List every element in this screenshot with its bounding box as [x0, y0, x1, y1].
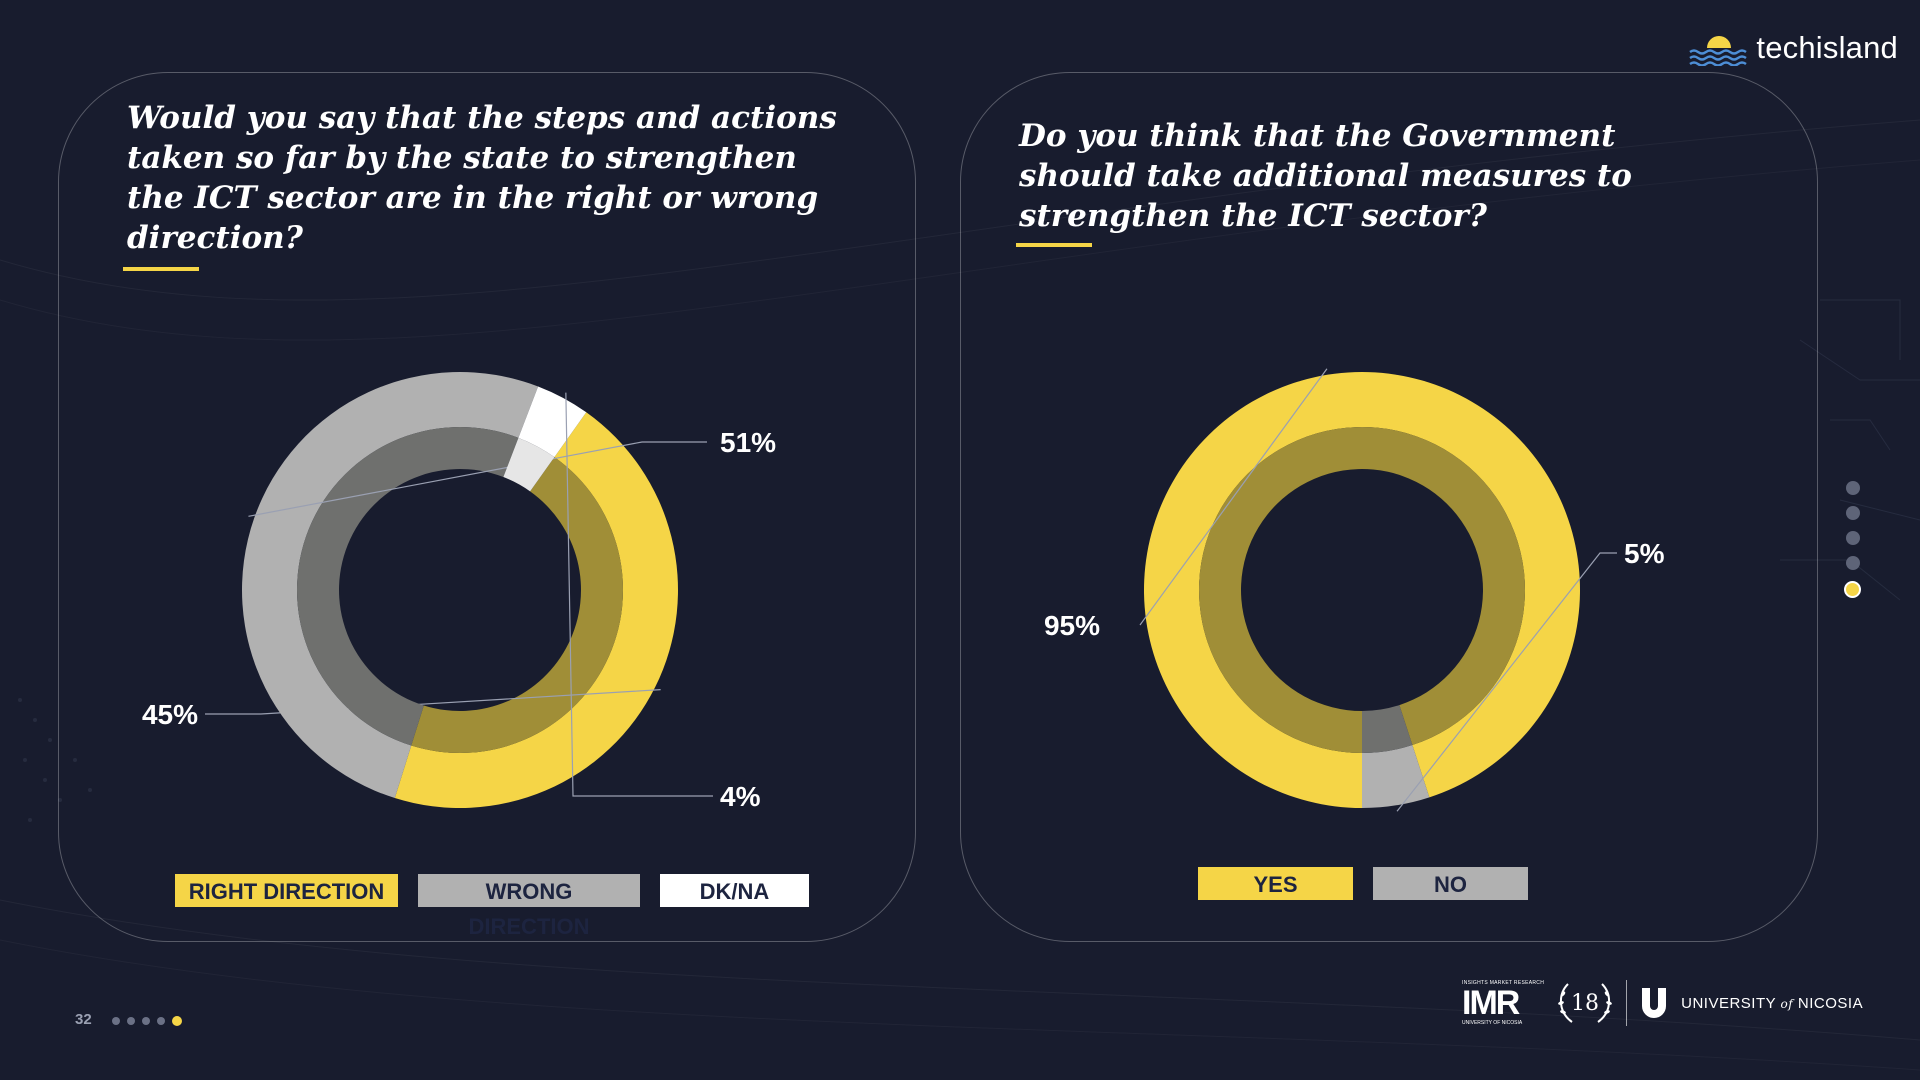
direction-inner-slice [411, 457, 623, 753]
measures-legend: YES NO [1198, 867, 1528, 900]
measures-data-label: 5% [1624, 538, 1665, 569]
direction-leader-line [565, 392, 713, 797]
right-question-panel [960, 72, 1818, 942]
side-pagination [1844, 481, 1861, 598]
sunrise-waves-icon [1689, 36, 1748, 66]
measures-data-label: 95% [1044, 610, 1100, 641]
footer-divider [1626, 980, 1628, 1026]
side-page-dot[interactable] [1845, 481, 1860, 495]
side-page-dot-active[interactable] [1844, 581, 1861, 598]
footer-logos: INSIGHTS MARKET RESEARCH IMR UNIVERSITY … [1462, 978, 1863, 1028]
side-page-dot[interactable] [1845, 556, 1860, 570]
direction-slice-dk-na [518, 386, 587, 458]
direction-data-label: 4% [720, 781, 761, 812]
brand-logo: techisland [1688, 30, 1898, 66]
direction-legend-item: RIGHT DIRECTION [175, 874, 398, 907]
measures-inner-slice [1362, 705, 1413, 753]
direction-legend: RIGHT DIRECTION WRONG DIRECTION DK/NA [175, 874, 809, 939]
measures-legend-item: NO [1373, 867, 1528, 900]
imr-wordmark: IMR [1462, 984, 1520, 1022]
anniversary-number: 18 [1571, 991, 1599, 1016]
measures-leader-line [1396, 552, 1617, 812]
university-name: UNIVERSITY of NICOSIA [1681, 995, 1863, 1012]
direction-data-label: 51% [720, 427, 776, 458]
university-u-icon [1642, 988, 1667, 1018]
page-dot-active[interactable] [172, 1016, 182, 1026]
imr-subline: UNIVERSITY OF NICOSIA [1462, 1020, 1523, 1026]
imr-logo: INSIGHTS MARKET RESEARCH IMR UNIVERSITY … [1462, 980, 1544, 1026]
measures-inner-slice [1199, 427, 1525, 753]
side-page-dot[interactable] [1845, 506, 1860, 520]
direction-leader-line [205, 688, 661, 715]
direction-legend-item: WRONG DIRECTION [418, 874, 640, 939]
university-of: of [1780, 996, 1794, 1011]
left-question-panel [58, 72, 916, 942]
direction-inner-slice [296, 426, 519, 746]
measures-leader-line [1139, 368, 1328, 626]
direction-slice-right-direction [394, 412, 678, 808]
measures-legend-item: YES [1198, 867, 1353, 900]
direction-slice-wrong-direction [241, 371, 539, 799]
direction-inner-slice [503, 437, 555, 492]
measures-donut-chart: 95% 5% [1044, 368, 1665, 812]
left-title-underline [123, 267, 199, 271]
page-dot[interactable] [157, 1017, 165, 1025]
right-question-title: Do you think that the Government should … [1019, 118, 1632, 234]
direction-leader-line [248, 441, 707, 517]
bottom-pagination [112, 1016, 182, 1026]
university-word: UNIVERSITY [1681, 994, 1776, 1012]
left-question-title: Would you say that the steps and actions… [127, 100, 837, 256]
side-page-dot[interactable] [1845, 531, 1860, 545]
page-dot[interactable] [142, 1017, 150, 1025]
right-title-underline [1016, 243, 1092, 247]
direction-donut-chart: 45% 51% 4% [142, 371, 776, 812]
page-dot[interactable] [127, 1017, 135, 1025]
direction-data-label: 45% [142, 699, 198, 730]
page-number: 32 [75, 1011, 92, 1028]
direction-legend-item: DK/NA [660, 874, 809, 907]
laurel-anniversary-icon: 18 [1558, 983, 1612, 1023]
university-city: NICOSIA [1797, 994, 1864, 1012]
imr-tagline: INSIGHTS MARKET RESEARCH [1462, 980, 1545, 986]
page-dot[interactable] [112, 1017, 120, 1025]
brand-name: techisland [1756, 30, 1898, 65]
